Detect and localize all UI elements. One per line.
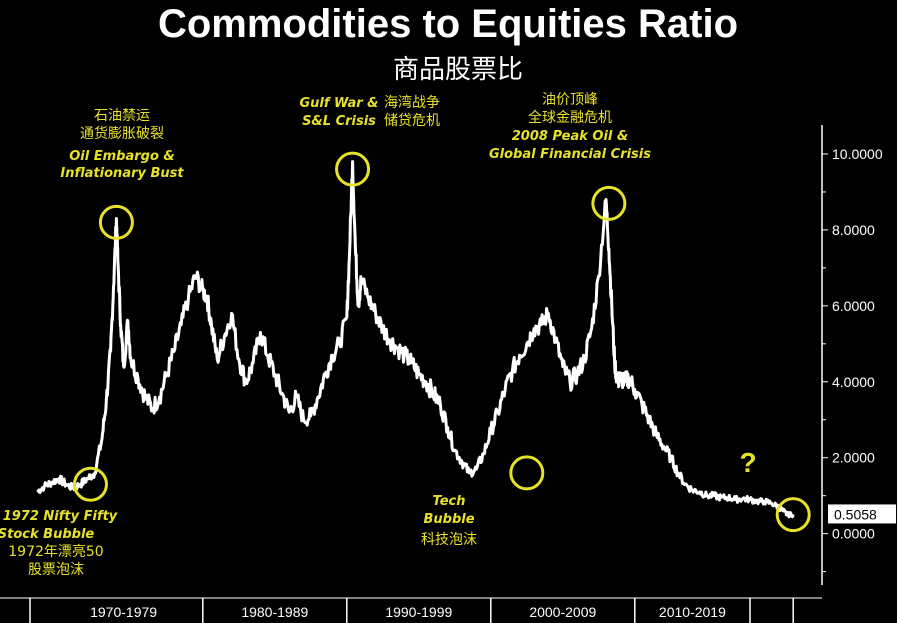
y-tick-label: 10.0000 — [832, 146, 883, 162]
annotation-2002-cn1: 科技泡沫 — [421, 532, 477, 548]
annotation-2008-line1: 2008 Peak Oil & — [512, 129, 628, 144]
annotation-1974-line2: Inflationary Bust — [60, 166, 184, 181]
annotation-2002-line1: Tech — [433, 494, 466, 509]
annotation-2008-cn1: 油价顶峰 — [542, 92, 598, 108]
x-tick-label: 1990-1999 — [385, 604, 452, 620]
x-tick-label: 2010-2019 — [659, 604, 726, 620]
annotation-2002-line2: Bubble — [423, 512, 474, 527]
annotation-1974-line1: Oil Embargo & — [69, 149, 175, 164]
annotation-1974: 石油禁运 通货膨胀破裂 Oil Embargo & Inflationary B… — [60, 108, 184, 181]
y-tick-label: 6.0000 — [832, 298, 875, 314]
annotation-1972-line1: 1972 Nifty Fifty — [3, 509, 118, 524]
annotation-1972-line2: Stock Bubble — [0, 527, 94, 542]
highlight-circle — [335, 151, 371, 187]
annotation-1990: Gulf War & S&L Crisis 海湾战争 储贷危机 — [299, 94, 440, 129]
annotation-1990-cn2: 储贷危机 — [384, 113, 440, 129]
annotation-1972-cn1: 1972年漂亮50 — [8, 543, 103, 560]
highlight-circle — [775, 497, 811, 533]
series-line — [36, 160, 795, 519]
y-tick-label: 0.0000 — [832, 526, 875, 542]
highlight-circle — [72, 466, 108, 502]
annotation-2002: Tech Bubble 科技泡沫 — [421, 494, 477, 548]
highlight-circle — [509, 455, 545, 491]
x-axis: 1970-1979 1980-1989 1990-1999 2000-2009 2010… — [0, 597, 822, 623]
x-tick-label: 2000-2009 — [529, 604, 596, 620]
annotation-1974-cn1: 石油禁运 — [94, 108, 150, 124]
annotation-1990-line1: Gulf War & — [299, 96, 378, 111]
x-tick-label: 1970-1979 — [90, 604, 157, 620]
highlight-circle — [591, 185, 627, 221]
annotation-2008-line2: Global Financial Crisis — [489, 147, 651, 162]
annotation-2008: 油价顶峰 全球金融危机 2008 Peak Oil & Global Finan… — [489, 92, 651, 162]
annotation-1990-cn1: 海湾战争 — [384, 94, 440, 111]
annotation-2008-cn2: 全球金融危机 — [528, 109, 612, 126]
question-mark: ? — [739, 447, 756, 478]
annotation-1974-cn2: 通货膨胀破裂 — [80, 125, 164, 142]
y-axis: 10.0000 8.0000 6.0000 4.0000 2.0000 0.0000 — [821, 125, 883, 585]
y-tick-label: 4.0000 — [832, 374, 875, 390]
annotation-1972-cn2: 股票泡沫 — [28, 562, 84, 578]
last-value-marker: 0.5058 — [828, 504, 896, 524]
x-tick-label: 1980-1989 — [241, 604, 308, 620]
y-tick-label: 2.0000 — [832, 450, 875, 466]
highlight-circles — [72, 151, 811, 533]
annotation-1990-line2: S&L Crisis — [302, 114, 376, 129]
chart-subtitle: 商品股票比 — [393, 55, 523, 85]
chart-title: Commodities to Equities Ratio — [158, 2, 738, 46]
y-tick-label: 8.0000 — [832, 222, 875, 238]
annotation-1972: 1972 Nifty Fifty Stock Bubble 1972年漂亮50 … — [0, 509, 118, 578]
last-value-label: 0.5058 — [834, 506, 877, 522]
highlight-circle — [98, 204, 134, 240]
